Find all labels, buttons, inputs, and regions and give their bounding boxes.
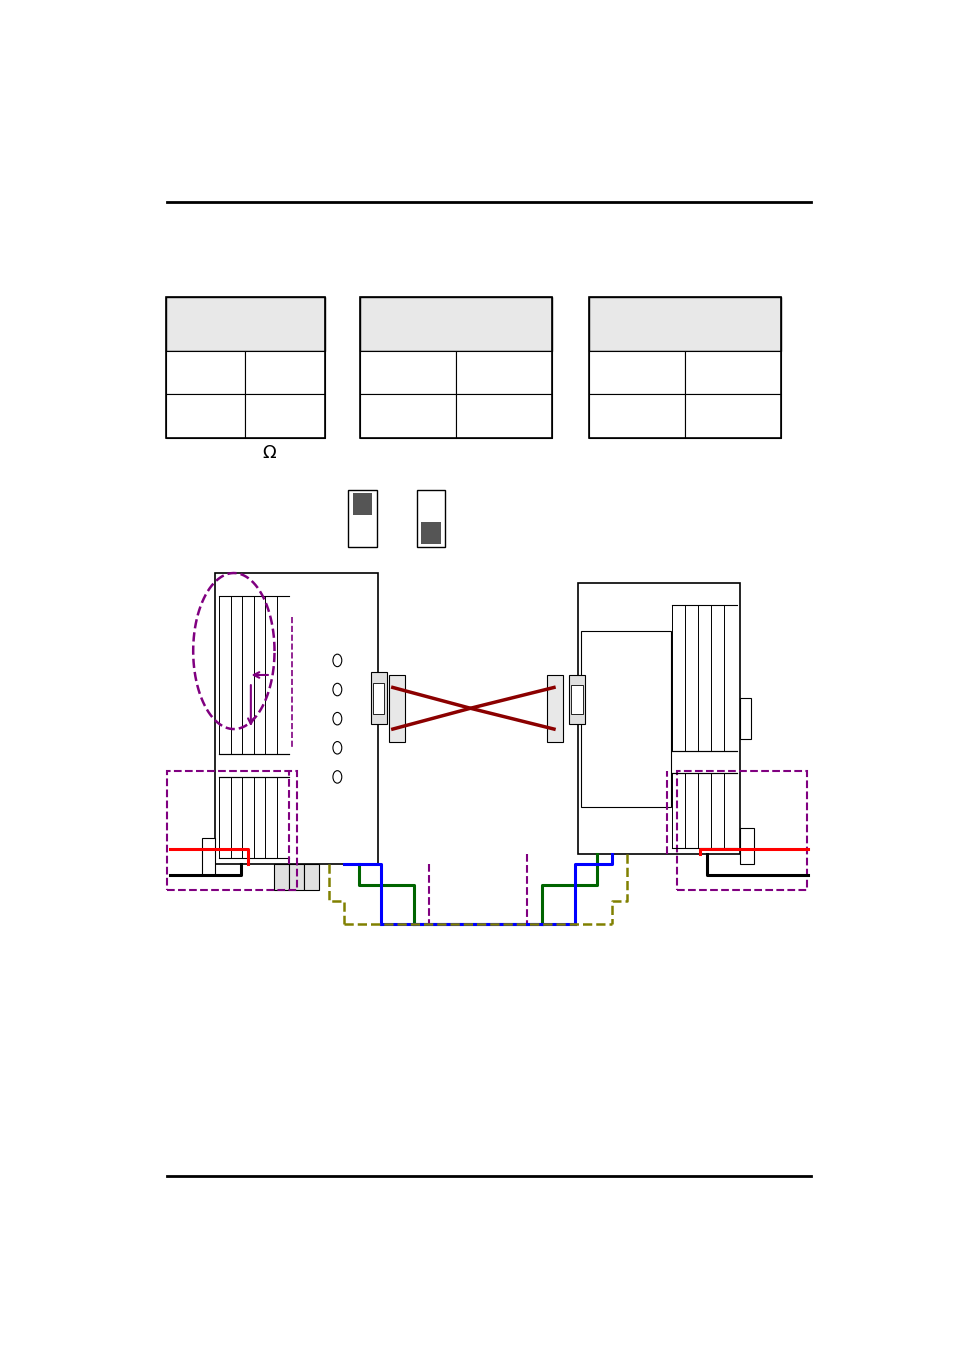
Bar <box>274 865 289 890</box>
Bar <box>588 351 684 394</box>
Bar <box>166 351 245 394</box>
Bar <box>359 297 551 438</box>
Bar <box>588 297 781 351</box>
Bar <box>588 394 684 438</box>
Bar <box>677 770 806 890</box>
Bar <box>456 351 551 394</box>
Bar <box>684 394 781 438</box>
Bar <box>370 671 387 724</box>
Bar <box>373 682 384 715</box>
Bar <box>353 493 372 515</box>
Bar <box>740 828 753 865</box>
Bar <box>359 297 551 351</box>
Bar <box>421 521 440 543</box>
Bar <box>245 394 324 438</box>
Bar <box>359 351 456 394</box>
Bar <box>684 351 781 394</box>
Bar <box>166 297 324 351</box>
Bar <box>456 394 551 438</box>
Bar <box>571 685 582 715</box>
Bar <box>416 490 445 547</box>
Bar <box>580 631 670 807</box>
Bar <box>215 573 377 865</box>
Bar <box>389 676 405 742</box>
Bar <box>577 584 740 854</box>
Bar <box>348 490 376 547</box>
Bar <box>740 698 751 739</box>
Bar <box>245 351 324 394</box>
Bar <box>304 865 319 890</box>
Bar <box>289 865 304 890</box>
Bar <box>568 676 584 724</box>
Bar <box>546 676 562 742</box>
Bar <box>202 838 215 874</box>
Bar <box>166 394 245 438</box>
Bar <box>166 297 324 438</box>
Bar <box>167 770 296 890</box>
Text: Ω: Ω <box>262 444 275 462</box>
Bar <box>588 297 781 438</box>
Bar <box>359 394 456 438</box>
